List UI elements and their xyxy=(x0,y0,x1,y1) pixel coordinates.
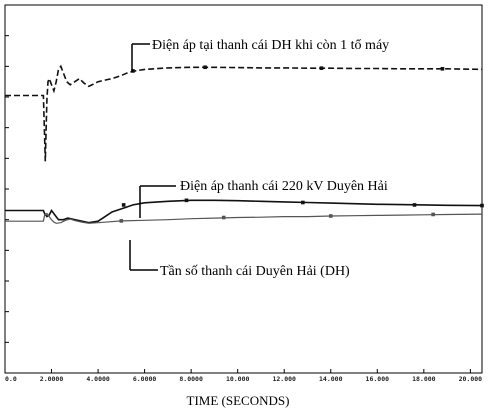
x-tick-label: 18.000 xyxy=(412,375,436,383)
series-1-marker xyxy=(440,66,445,71)
x-tick-label: 12.000 xyxy=(272,375,296,383)
x-tick-label: 0.0 xyxy=(5,375,17,383)
series-3-marker xyxy=(119,219,124,223)
x-tick-label: 20.000 xyxy=(459,375,483,383)
x-tick-label: 8.0000 xyxy=(179,375,203,383)
annotations: Điện áp tại thanh cái DH khi còn 1 tổ má… xyxy=(129,38,389,279)
series-1-line xyxy=(5,64,483,162)
series-2-line xyxy=(5,199,483,224)
annotation-voltage-dh-one-unit: Điện áp tại thanh cái DH khi còn 1 tổ má… xyxy=(152,38,389,53)
x-tick-label: 4.0000 xyxy=(86,375,110,383)
x-axis-label: TIME (SECONDS) xyxy=(187,393,290,408)
x-tick-label: 2.0000 xyxy=(40,375,64,383)
series-2-marker xyxy=(301,200,305,205)
series-2-marker xyxy=(121,203,126,207)
series-1-marker xyxy=(203,65,207,70)
annotation-frequency: Tần số thanh cái Duyên Hải (DH) xyxy=(160,264,350,279)
series-3-marker xyxy=(221,215,226,220)
series-3-marker xyxy=(431,212,435,217)
x-tick-label: 10.000 xyxy=(226,375,250,383)
series-2-marker xyxy=(412,203,417,207)
series-2-marker xyxy=(480,203,484,208)
series-1-marker xyxy=(131,69,135,73)
x-tick-label: 16.000 xyxy=(366,375,390,383)
y-axis-ticks xyxy=(5,4,9,374)
x-tick-label: 14.000 xyxy=(319,375,343,383)
x-tick-label: 6.0000 xyxy=(133,375,157,383)
series-1-marker xyxy=(319,66,324,70)
annotation-voltage-220kv: Điện áp thanh cái 220 kV Duyên Hải xyxy=(180,179,388,194)
series-3-line xyxy=(5,212,483,224)
series-layer xyxy=(5,64,484,224)
series-2-marker xyxy=(184,198,189,203)
series-3-marker xyxy=(328,214,333,218)
x-axis-ticks: 0.0 2.0000 4.0000 6.0000 8.0000 10.000 12.000 1… xyxy=(4,369,483,383)
